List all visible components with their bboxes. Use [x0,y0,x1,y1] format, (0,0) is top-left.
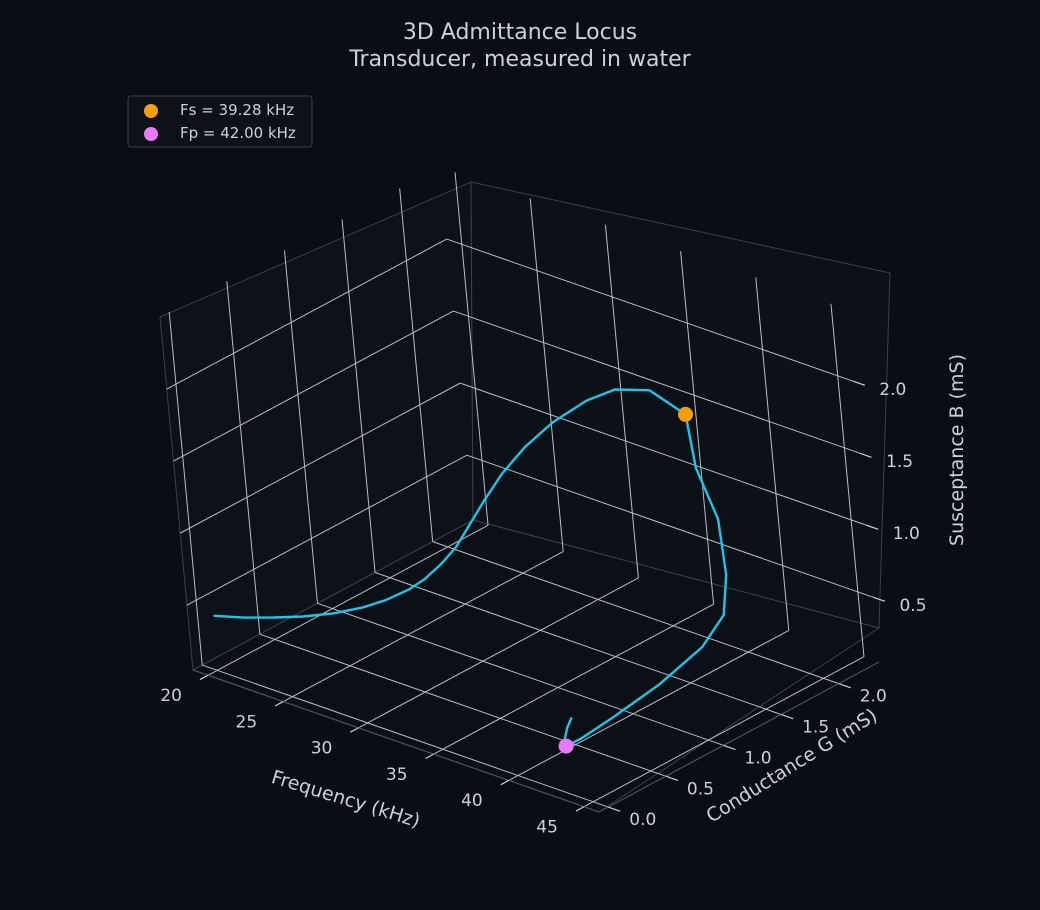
frame-edge-x [192,669,600,813]
grid-line-y-floor [202,664,609,808]
z-axis-label: Susceptance B (mS) [946,354,968,546]
legend: Fs = 39.28 kHz Fp = 42.00 kHz [127,95,313,148]
tick-z [866,524,879,530]
grid-line-y-floor [374,571,782,715]
legend-label-fp: Fp = 42.00 kHz [180,124,296,142]
grid-line-y-floor [259,633,666,777]
grid-line-y-back [341,219,376,573]
z-tick-label: 2.0 [879,380,906,400]
series-layer [213,388,728,748]
z-tick-label: 0.5 [899,596,926,616]
x-tick-label: 30 [311,739,333,759]
axis-frame [192,661,880,813]
x-tick-label: 20 [160,686,182,706]
grid-line-z-right [460,382,867,526]
chart-title: 3D Admittance Locus [403,20,637,45]
legend-swatch-fp [144,127,158,141]
tick-y [723,744,736,751]
x-tick-label: 45 [536,817,558,837]
grid-line-z-left [166,238,447,390]
tick-y [665,775,679,781]
grid-line-x-floor [583,656,865,808]
chart-subtitle: Transducer, measured in water [348,47,691,72]
x-tick-labels: 20 25 30 35 40 45 [160,686,558,837]
x-tick-label: 35 [386,765,408,785]
legend-box [127,95,313,148]
grid-line-x-back [529,198,564,552]
admittance-locus-line [213,388,728,748]
y-tick-label: 2.0 [860,687,887,707]
grid-line-z-right [446,238,853,382]
tick-x [575,806,585,812]
y-tick-label: 0.5 [687,779,714,799]
grid-line-z-left [179,382,461,534]
grid-line-x-floor [282,551,564,702]
tick-y [780,713,794,720]
grid-line-x-floor [358,577,639,729]
tick-marks [199,380,886,812]
fs-marker [678,406,694,422]
grid-line-x-back [830,303,865,657]
tick-y [838,683,851,689]
grid-line-y-back [168,312,203,666]
tick-x [425,753,434,759]
z-tick-labels: 0.5 1.0 1.5 2.0 [879,380,926,616]
grid-line-z-right [453,310,860,454]
grid-line-y-floor [317,602,724,746]
grid-line-z-left [186,454,468,606]
tick-x [500,779,510,786]
grid-line-x-floor [508,630,790,781]
marker-layer [558,406,694,754]
x-tick-label: 40 [461,791,483,811]
fp-marker [558,738,574,754]
grid-line-x-floor [207,524,489,676]
grid-line-x-back [604,224,639,578]
y-tick-label: 1.5 [802,718,829,738]
x-tick-label: 25 [236,712,258,732]
tick-z [852,380,865,386]
grid-line-x-back [680,251,715,605]
grid-line-z-left [173,310,454,462]
grid-line-y-back [226,281,261,635]
grid-line-y-back [399,188,434,542]
tick-x [350,727,359,733]
back-panes [159,181,891,813]
grid-line-y-back [283,250,318,604]
tick-x [199,674,209,681]
z-tick-label: 1.0 [893,524,920,544]
grid-line-y-floor [432,541,839,685]
grid-line-z-right [466,454,874,598]
y-tick-labels: 0.0 0.5 1.0 1.5 2.0 [629,687,886,830]
grid-lines [166,172,874,808]
tick-z [872,596,886,602]
grid-line-x-back [454,172,489,526]
grid-line-x-floor [433,603,714,755]
tick-y [608,806,621,812]
y-tick-label: 1.0 [745,748,772,768]
legend-swatch-fs [144,104,158,118]
y-tick-label: 0.0 [629,810,656,830]
tick-x [274,701,284,707]
tick-z [859,452,872,458]
grid-line-x-back [755,277,790,631]
z-tick-label: 1.5 [886,452,913,472]
legend-label-fs: Fs = 39.28 kHz [180,101,294,119]
frame-edge-y [598,661,880,813]
